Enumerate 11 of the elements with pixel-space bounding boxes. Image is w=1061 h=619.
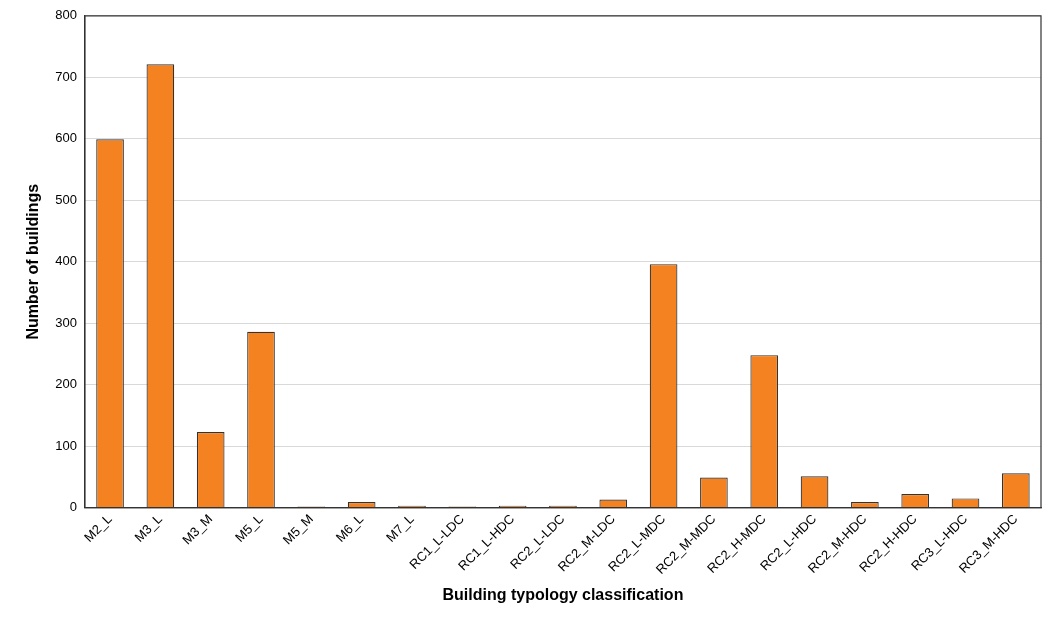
y-tick-label: 300: [55, 314, 77, 330]
y-tick-label: 800: [55, 7, 77, 23]
y-tick-label: 200: [55, 376, 77, 392]
y-tick-label: 100: [55, 437, 77, 453]
y-tick-label: 700: [55, 68, 77, 84]
x-axis-title: Building typology classification: [442, 585, 684, 603]
y-axis-title: Number of buildings: [24, 183, 42, 340]
y-tick-label: 400: [55, 253, 77, 269]
y-tick-label: 600: [55, 130, 77, 146]
y-tick-label: 500: [55, 191, 77, 207]
y-tick-label: 0: [69, 499, 77, 515]
